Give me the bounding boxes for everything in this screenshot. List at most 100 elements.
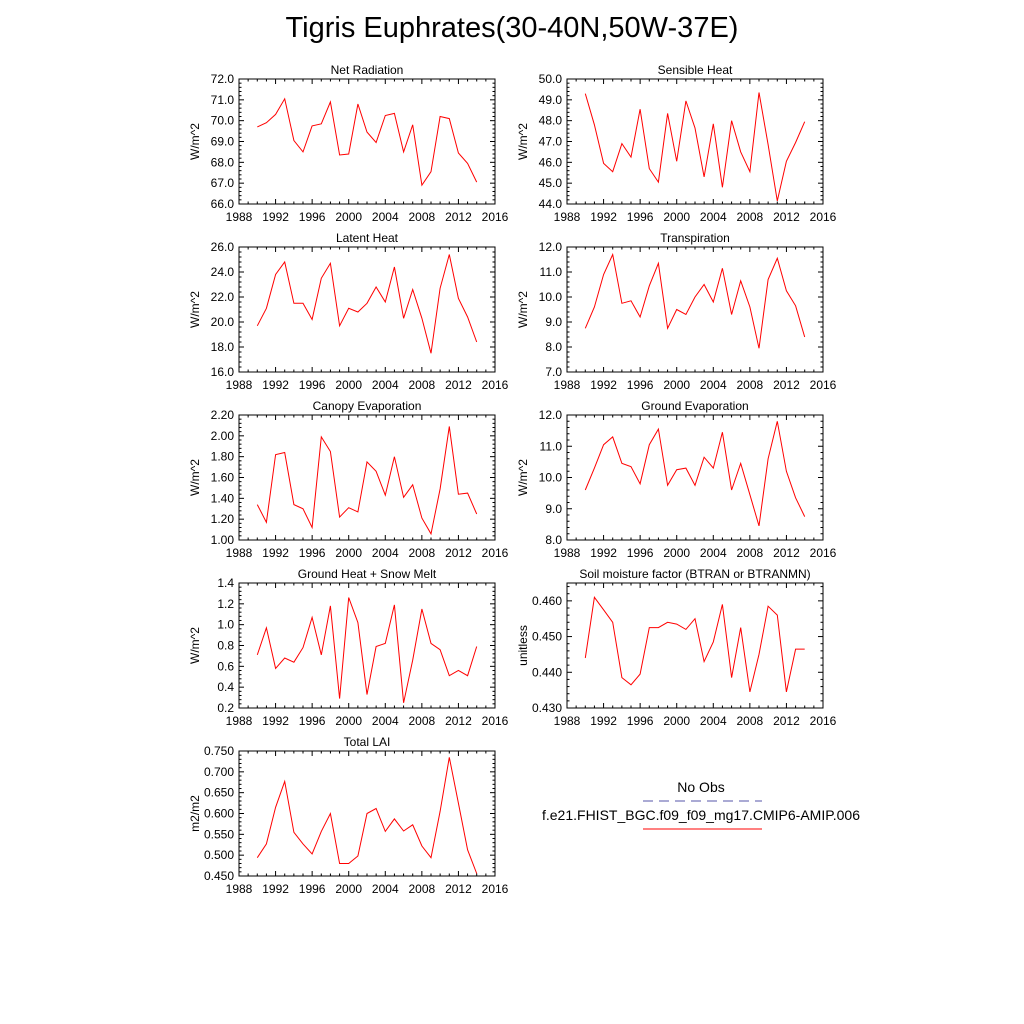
x-tick-label: 2012	[445, 882, 472, 896]
x-tick-label: 2016	[482, 546, 509, 560]
x-tick-label: 2000	[663, 714, 690, 728]
y-tick-label: 24.0	[211, 265, 235, 279]
y-tick-label: 1.80	[211, 450, 235, 464]
series-line	[584, 596, 805, 693]
panel-title: Transpiration	[660, 231, 730, 245]
x-tick-label: 2008	[409, 546, 436, 560]
y-tick-label: 2.00	[211, 429, 235, 443]
chart-panel: Ground Evaporation W/m^2 1988 1992 1996 2000 2…	[516, 399, 837, 560]
y-axis-label: W/m^2	[516, 291, 530, 328]
x-tick-label: 2004	[372, 714, 399, 728]
x-tick-label: 1996	[299, 714, 326, 728]
x-tick-label: 2004	[700, 378, 727, 392]
chart-panel: Latent Heat W/m^2 1988 1992 1996 2000 2004 2008…	[188, 231, 509, 392]
y-axis-label: W/m^2	[188, 459, 202, 496]
x-tick-label: 2008	[409, 378, 436, 392]
y-tick-label: 44.0	[539, 197, 563, 211]
y-axis-label: W/m^2	[516, 459, 530, 496]
x-tick-label: 2012	[773, 378, 800, 392]
x-tick-label: 2000	[335, 714, 362, 728]
x-tick-label: 1992	[590, 714, 617, 728]
y-tick-label: 48.0	[539, 114, 563, 128]
x-tick-label: 1988	[226, 714, 253, 728]
y-tick-label: 1.20	[211, 512, 235, 526]
chart-panel: Net Radiation W/m^2 1988 1992 1996 2000 2004 20…	[188, 63, 509, 224]
y-axis-label: W/m^2	[188, 291, 202, 328]
x-tick-label: 1988	[226, 546, 253, 560]
panel-title: Ground Evaporation	[641, 399, 748, 413]
panels-group: Net Radiation W/m^2 1988 1992 1996 2000 2004 20…	[188, 63, 837, 896]
y-tick-label: 9.0	[545, 502, 562, 516]
x-tick-label: 2008	[409, 882, 436, 896]
x-tick-label: 2008	[737, 378, 764, 392]
y-tick-label: 71.0	[211, 93, 235, 107]
x-tick-label: 1988	[554, 378, 581, 392]
x-tick-label: 2004	[700, 714, 727, 728]
y-axis-label: m2/m2	[188, 795, 202, 832]
x-tick-label: 2012	[773, 714, 800, 728]
x-tick-label: 1996	[627, 210, 654, 224]
y-tick-label: 12.0	[539, 408, 563, 422]
y-axis-label: W/m^2	[188, 627, 202, 664]
y-tick-label: 69.0	[211, 135, 235, 149]
figure-title: Tigris Euphrates(30-40N,50W-37E)	[285, 12, 739, 44]
plot-frame	[238, 246, 496, 373]
y-tick-label: 1.2	[217, 597, 234, 611]
x-tick-label: 1996	[299, 378, 326, 392]
panel-title: Ground Heat + Snow Melt	[298, 567, 437, 581]
y-tick-label: 0.4	[217, 680, 234, 694]
x-tick-label: 2004	[372, 210, 399, 224]
x-tick-label: 1992	[262, 210, 289, 224]
x-tick-label: 2016	[482, 882, 509, 896]
y-tick-label: 1.4	[217, 576, 234, 590]
y-tick-label: 1.00	[211, 533, 235, 547]
y-tick-label: 26.0	[211, 240, 235, 254]
y-tick-label: 70.0	[211, 114, 235, 128]
x-tick-label: 1996	[299, 210, 326, 224]
plot-frame	[238, 582, 496, 709]
y-tick-label: 0.2	[217, 701, 234, 715]
x-tick-label: 2016	[810, 378, 837, 392]
legend-obs-label: No Obs	[677, 779, 724, 795]
x-tick-label: 2016	[810, 714, 837, 728]
x-tick-label: 2008	[737, 546, 764, 560]
y-tick-label: 72.0	[211, 72, 235, 86]
x-tick-label: 2012	[445, 210, 472, 224]
y-tick-label: 2.20	[211, 408, 235, 422]
x-tick-label: 2008	[737, 210, 764, 224]
y-tick-label: 7.0	[545, 365, 562, 379]
x-tick-label: 2012	[445, 714, 472, 728]
series-line	[256, 597, 478, 703]
x-tick-label: 1996	[299, 882, 326, 896]
y-tick-label: 0.600	[204, 807, 234, 821]
y-tick-label: 10.0	[539, 290, 563, 304]
y-tick-label: 0.460	[532, 594, 562, 608]
x-tick-label: 1996	[299, 546, 326, 560]
chart-panel: Ground Heat + Snow Melt W/m^2 1988 1992 1996…	[188, 567, 509, 728]
x-tick-label: 2004	[372, 882, 399, 896]
y-tick-label: 0.450	[204, 869, 234, 883]
plot-frame	[566, 246, 824, 373]
x-tick-label: 2008	[409, 210, 436, 224]
chart-panel: Sensible Heat W/m^2 1988 1992 1996 2000 2004 20…	[516, 63, 837, 224]
x-tick-label: 2000	[663, 546, 690, 560]
y-tick-label: 50.0	[539, 72, 563, 86]
x-tick-label: 2012	[773, 546, 800, 560]
legend-model-label: f.e21.FHIST_BGC.f09_f09_mg17.CMIP6-AMIP.…	[542, 807, 860, 823]
panel-title: Soil moisture factor (BTRAN or BTRANMN)	[579, 567, 810, 581]
plot-frame	[238, 78, 496, 205]
y-tick-label: 0.8	[217, 639, 234, 653]
x-tick-label: 1992	[262, 882, 289, 896]
x-tick-label: 1992	[590, 378, 617, 392]
chart-panel: Canopy Evaporation W/m^2 1988 1992 1996 2000 2…	[188, 399, 509, 560]
plot-frame	[566, 414, 824, 541]
x-tick-label: 2004	[700, 546, 727, 560]
chart-panel: Transpiration W/m^2 1988 1992 1996 2000 2004 20…	[516, 231, 837, 392]
y-tick-label: 1.40	[211, 491, 235, 505]
x-tick-label: 2004	[372, 546, 399, 560]
y-tick-label: 0.430	[532, 701, 562, 715]
x-tick-label: 1988	[226, 210, 253, 224]
x-tick-label: 2012	[445, 546, 472, 560]
chart-panel: Soil moisture factor (BTRAN or BTRANMN) u…	[516, 567, 837, 728]
